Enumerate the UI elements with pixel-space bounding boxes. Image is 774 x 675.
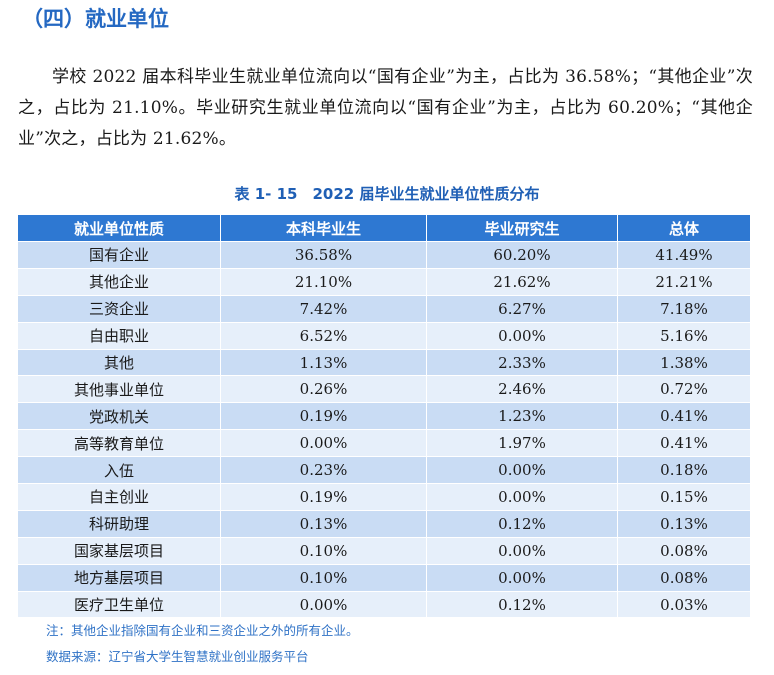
cell-overall: 0.08% — [617, 563, 751, 592]
cell-overall: 7.18% — [617, 294, 751, 323]
cell-undergraduate: 1.13% — [220, 348, 427, 377]
cell-unit-type: 入伍 — [17, 456, 221, 485]
cell-undergraduate: 0.00% — [220, 429, 427, 458]
table-row: 自主创业 0.19% 0.00% 0.15% — [17, 483, 751, 511]
cell-overall: 21.21% — [617, 267, 751, 296]
table-title: 表 1- 15 2022 届毕业生就业单位性质分布 — [234, 185, 540, 203]
table-row: 其他企业 21.10% 21.62% 21.21% — [17, 267, 751, 296]
table-row: 地方基层项目 0.10% 0.00% 0.08% — [17, 563, 751, 592]
cell-unit-type: 医疗卫生单位 — [17, 590, 221, 619]
cell-undergraduate: 6.52% — [220, 321, 427, 350]
cell-undergraduate: 0.23% — [220, 456, 427, 485]
table-row: 入伍 0.23% 0.00% 0.18% — [17, 456, 751, 485]
summary-paragraph: 学校 2022 届本科毕业生就业单位流向以“国有企业”为主，占比为 36.58%… — [18, 67, 753, 149]
cell-graduate: 1.23% — [426, 402, 618, 431]
cell-graduate: 21.62% — [426, 267, 618, 296]
cell-overall: 1.38% — [617, 348, 751, 377]
cell-unit-type: 三资企业 — [17, 294, 221, 323]
cell-undergraduate: 7.42% — [220, 294, 427, 323]
cell-unit-type: 自由职业 — [17, 321, 221, 350]
header-graduate: 毕业研究生 — [426, 214, 618, 242]
table-row: 党政机关 0.19% 1.23% 0.41% — [17, 402, 751, 431]
data-source: 数据来源：辽宁省大学生智慧就业创业服务平台 — [46, 649, 309, 664]
table-row: 国家基层项目 0.10% 0.00% 0.08% — [17, 536, 751, 565]
cell-undergraduate: 0.13% — [220, 509, 427, 538]
cell-graduate: 0.00% — [426, 536, 618, 565]
cell-undergraduate: 0.19% — [220, 402, 427, 431]
cell-overall: 0.03% — [617, 590, 751, 619]
cell-graduate: 0.00% — [426, 456, 618, 485]
section-heading: （四）就业单位 — [22, 7, 169, 31]
cell-overall: 5.16% — [617, 321, 751, 350]
cell-graduate: 2.33% — [426, 348, 618, 377]
header-overall: 总体 — [617, 214, 751, 242]
cell-overall: 41.49% — [617, 241, 751, 269]
cell-unit-type: 其他企业 — [17, 267, 221, 296]
cell-graduate: 0.00% — [426, 321, 618, 350]
header-undergraduate: 本科毕业生 — [220, 214, 427, 242]
table-row: 其他事业单位 0.26% 2.46% 0.72% — [17, 375, 751, 404]
cell-undergraduate: 0.10% — [220, 536, 427, 565]
cell-graduate: 6.27% — [426, 294, 618, 323]
cell-overall: 0.41% — [617, 429, 751, 458]
cell-overall: 0.72% — [617, 375, 751, 404]
cell-undergraduate: 21.10% — [220, 267, 427, 296]
cell-undergraduate: 0.10% — [220, 563, 427, 592]
table-row: 三资企业 7.42% 6.27% 7.18% — [17, 294, 751, 323]
cell-unit-type: 高等教育单位 — [17, 429, 221, 458]
cell-overall: 0.41% — [617, 402, 751, 431]
cell-undergraduate: 0.26% — [220, 375, 427, 404]
cell-graduate: 0.12% — [426, 590, 618, 619]
cell-overall: 0.13% — [617, 509, 751, 538]
cell-graduate: 60.20% — [426, 241, 618, 269]
cell-undergraduate: 0.19% — [220, 483, 427, 511]
cell-overall: 0.15% — [617, 483, 751, 511]
cell-undergraduate: 0.00% — [220, 590, 427, 619]
cell-overall: 0.18% — [617, 456, 751, 485]
cell-graduate: 0.00% — [426, 563, 618, 592]
cell-unit-type: 党政机关 — [17, 402, 221, 431]
cell-unit-type: 国家基层项目 — [17, 536, 221, 565]
cell-undergraduate: 36.58% — [220, 241, 427, 269]
cell-graduate: 0.00% — [426, 483, 618, 511]
table-note: 注：其他企业指除国有企业和三资企业之外的所有企业。 — [46, 623, 359, 638]
cell-unit-type: 其他 — [17, 348, 221, 377]
cell-unit-type: 其他事业单位 — [17, 375, 221, 404]
employment-unit-table: 就业单位性质 本科毕业生 毕业研究生 总体 国有企业 36.58% 60.20% 41… — [17, 214, 751, 619]
cell-unit-type: 自主创业 — [17, 483, 221, 511]
cell-graduate: 1.97% — [426, 429, 618, 458]
header-unit-type: 就业单位性质 — [17, 214, 221, 242]
cell-graduate: 2.46% — [426, 375, 618, 404]
table-header-row: 就业单位性质 本科毕业生 毕业研究生 总体 — [17, 214, 751, 242]
cell-overall: 0.08% — [617, 536, 751, 565]
table-row: 其他 1.13% 2.33% 1.38% — [17, 348, 751, 377]
table-body: 国有企业 36.58% 60.20% 41.49% 其他企业 21.10% 21.62% 21… — [17, 241, 751, 619]
table-row: 自由职业 6.52% 0.00% 5.16% — [17, 321, 751, 350]
table-row: 国有企业 36.58% 60.20% 41.49% — [17, 241, 751, 269]
cell-graduate: 0.12% — [426, 509, 618, 538]
table-row: 医疗卫生单位 0.00% 0.12% 0.03% — [17, 590, 751, 619]
cell-unit-type: 国有企业 — [17, 241, 221, 269]
cell-unit-type: 科研助理 — [17, 509, 221, 538]
table-row: 科研助理 0.13% 0.12% 0.13% — [17, 509, 751, 538]
cell-unit-type: 地方基层项目 — [17, 563, 221, 592]
table-row: 高等教育单位 0.00% 1.97% 0.41% — [17, 429, 751, 458]
